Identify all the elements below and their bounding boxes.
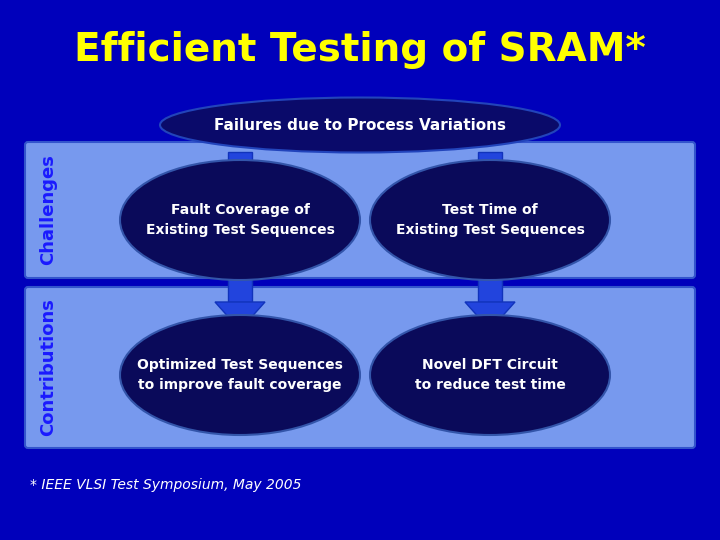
Text: Failures due to Process Variations: Failures due to Process Variations <box>214 118 506 132</box>
Ellipse shape <box>120 160 360 280</box>
Polygon shape <box>215 182 265 210</box>
Ellipse shape <box>160 98 560 152</box>
Ellipse shape <box>120 315 360 435</box>
Text: Contributions: Contributions <box>39 298 57 436</box>
Text: Novel DFT Circuit
to reduce test time: Novel DFT Circuit to reduce test time <box>415 358 565 392</box>
Polygon shape <box>465 182 515 210</box>
Text: Efficient Testing of SRAM*: Efficient Testing of SRAM* <box>74 31 646 69</box>
Text: Fault Coverage of
Existing Test Sequences: Fault Coverage of Existing Test Sequence… <box>145 203 334 237</box>
Polygon shape <box>215 302 265 330</box>
Polygon shape <box>478 152 502 182</box>
FancyBboxPatch shape <box>25 142 695 278</box>
Polygon shape <box>465 302 515 330</box>
Ellipse shape <box>370 315 610 435</box>
Polygon shape <box>478 275 502 302</box>
Text: * IEEE VLSI Test Symposium, May 2005: * IEEE VLSI Test Symposium, May 2005 <box>30 478 302 492</box>
FancyBboxPatch shape <box>25 287 695 448</box>
Text: Test Time of
Existing Test Sequences: Test Time of Existing Test Sequences <box>395 203 585 237</box>
Text: Challenges: Challenges <box>39 154 57 266</box>
Text: Optimized Test Sequences
to improve fault coverage: Optimized Test Sequences to improve faul… <box>137 358 343 392</box>
Polygon shape <box>228 275 252 302</box>
Polygon shape <box>228 152 252 182</box>
Ellipse shape <box>370 160 610 280</box>
